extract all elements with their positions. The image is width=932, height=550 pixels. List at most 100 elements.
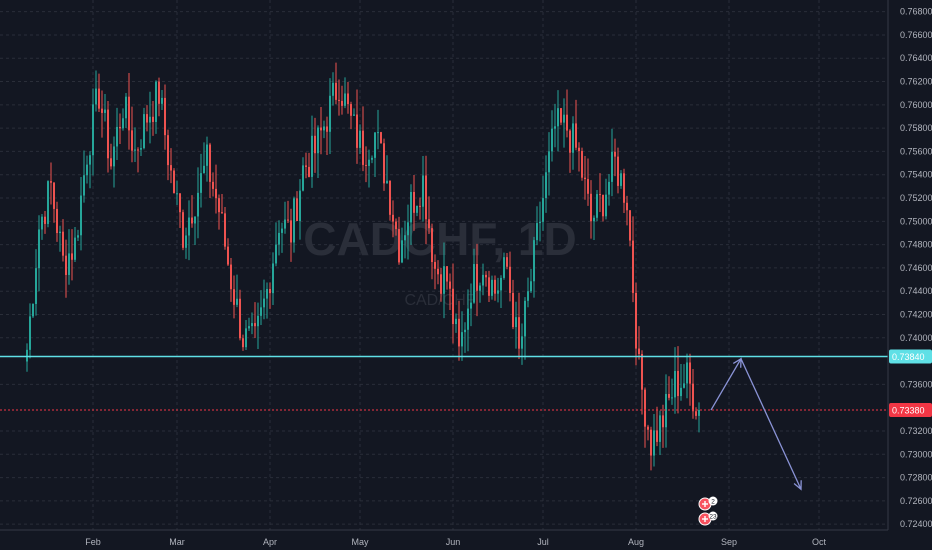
candle xyxy=(320,107,322,155)
candle-body xyxy=(368,159,370,166)
candle xyxy=(674,347,676,414)
price-axis[interactable]: 0.76800 0.76600 0.76400 0.76200 0.76000 0.758… xyxy=(887,0,932,530)
candle xyxy=(476,243,478,317)
candle-body xyxy=(617,156,619,186)
price-tick-label: 0.75200 xyxy=(900,193,932,203)
candle xyxy=(275,222,277,267)
candle xyxy=(419,197,421,220)
event-count-badge xyxy=(708,496,718,506)
candle-body xyxy=(680,387,682,397)
candle xyxy=(554,103,556,148)
candle-body xyxy=(641,354,643,390)
candle-body xyxy=(155,81,157,122)
candle xyxy=(512,279,514,330)
candle-body xyxy=(653,430,655,456)
candle-body xyxy=(395,221,397,230)
candle xyxy=(533,236,535,298)
candle-body xyxy=(293,198,295,243)
candle-body xyxy=(623,173,625,203)
candle-body xyxy=(515,317,517,328)
candle-body xyxy=(596,194,598,218)
time-axis[interactable]: Feb Mar Apr May Jun Jul Aug Sep Oct xyxy=(0,529,888,547)
candle xyxy=(671,378,673,405)
candle xyxy=(620,170,622,189)
candle xyxy=(308,152,310,178)
candle-body xyxy=(41,216,43,230)
candle-body xyxy=(542,198,544,222)
candle-body xyxy=(587,179,589,194)
candle-body xyxy=(146,114,148,123)
candle-body xyxy=(197,192,199,217)
event-marker-icon: 23 xyxy=(698,511,718,526)
candle xyxy=(149,91,151,144)
candle-body xyxy=(545,172,547,199)
candle xyxy=(176,180,178,206)
candle xyxy=(89,151,91,189)
candle-body xyxy=(371,157,373,160)
candle-body xyxy=(497,290,499,294)
price-tick-label: 0.73200 xyxy=(900,426,932,436)
candle xyxy=(482,263,484,296)
candle xyxy=(569,129,571,173)
candle-body xyxy=(188,217,190,236)
candle-body xyxy=(533,240,535,282)
candle xyxy=(422,156,424,222)
candle-body xyxy=(443,266,445,294)
candle-body xyxy=(341,100,343,106)
candle-body xyxy=(632,240,634,293)
candle xyxy=(341,85,343,115)
candle-body xyxy=(344,93,346,106)
candle-body xyxy=(389,180,391,215)
candle-body xyxy=(500,277,502,291)
candle xyxy=(656,406,658,447)
price-level-label: 0.73380 xyxy=(892,406,925,416)
candle xyxy=(143,107,145,150)
candle-body xyxy=(233,289,235,305)
price-tick-label: 0.75600 xyxy=(900,146,932,156)
candle xyxy=(335,62,337,105)
candle-body xyxy=(431,228,433,263)
candle-body xyxy=(32,303,34,317)
candle-body xyxy=(467,308,469,330)
candle-body xyxy=(191,217,193,224)
candle-body xyxy=(569,130,571,153)
event-count-badge xyxy=(708,511,718,521)
candle-body xyxy=(275,244,277,264)
candle-body xyxy=(200,173,202,193)
candle xyxy=(377,109,379,150)
candle-body xyxy=(254,323,256,327)
candle-body xyxy=(380,132,382,144)
candle xyxy=(266,282,268,319)
candle xyxy=(146,105,148,132)
candle xyxy=(590,180,592,239)
candle xyxy=(374,132,376,177)
candle xyxy=(62,219,64,262)
candle xyxy=(257,302,259,350)
time-tick-label: Sep xyxy=(721,537,737,547)
candle-body xyxy=(266,288,268,299)
candle-body xyxy=(635,292,637,349)
candle-body xyxy=(74,237,76,260)
candle-body xyxy=(149,116,151,123)
candle-body xyxy=(26,349,28,362)
candle-body xyxy=(650,429,652,456)
candle-body xyxy=(179,193,181,213)
event-markers[interactable]: 2 23 xyxy=(698,496,718,526)
candle-body xyxy=(242,338,244,348)
candle-body xyxy=(365,164,367,166)
candle xyxy=(440,267,442,302)
candle-body xyxy=(116,126,118,147)
candle xyxy=(221,194,223,214)
event-marker-icon: 2 xyxy=(698,496,718,511)
candle-body xyxy=(491,279,493,296)
candle xyxy=(584,156,586,200)
candle xyxy=(488,270,490,303)
candle-body xyxy=(560,108,562,123)
candle xyxy=(107,100,109,173)
candle xyxy=(350,101,352,130)
candle-body xyxy=(530,281,532,292)
candle xyxy=(86,155,88,184)
candle xyxy=(557,90,559,152)
candle xyxy=(626,195,628,226)
